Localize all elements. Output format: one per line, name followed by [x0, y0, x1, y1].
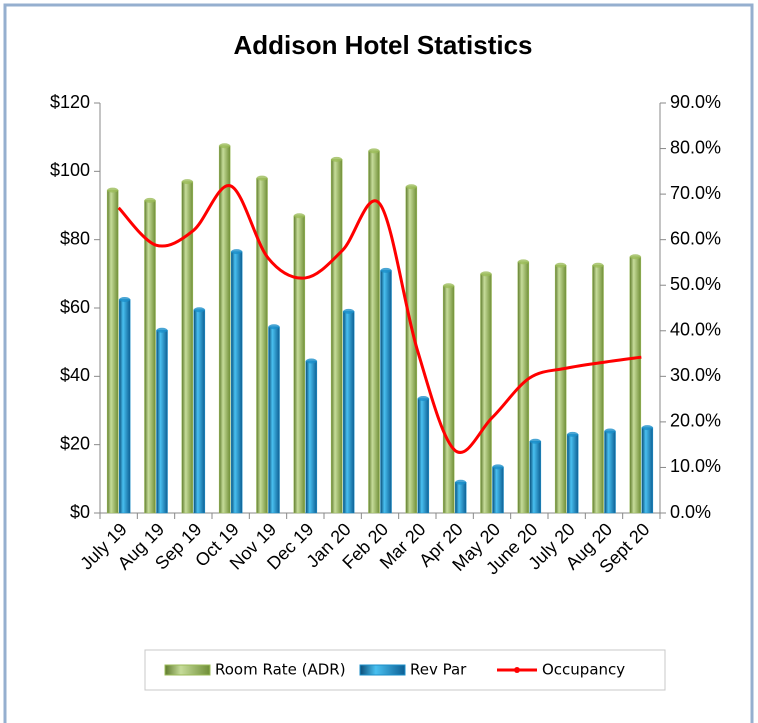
bar [629, 256, 642, 514]
bar-cap [455, 479, 467, 485]
y-tick-label: $60 [60, 297, 90, 317]
bar [405, 186, 418, 514]
y-tick-label: $120 [50, 92, 90, 112]
bar-cap [529, 438, 541, 444]
bar [144, 200, 156, 514]
bar-cap [492, 464, 504, 470]
y2-tick-label: 90.0% [670, 92, 721, 112]
bar-cap [343, 308, 355, 314]
bar-cap [592, 262, 604, 268]
bar [330, 159, 343, 514]
bar [156, 329, 168, 514]
bar [230, 251, 243, 514]
bar [417, 398, 430, 514]
bar-cap [331, 156, 343, 162]
bar-cap [629, 254, 641, 260]
legend-swatch [164, 664, 211, 676]
bar [480, 273, 492, 514]
bar [293, 215, 306, 514]
bar [529, 441, 542, 514]
bar-cap [368, 148, 380, 154]
legend-marker [514, 667, 520, 673]
bar-cap [293, 213, 305, 219]
bar-cap [443, 283, 455, 289]
y-tick-label: $0 [70, 502, 90, 522]
bar-cap [604, 428, 616, 434]
bar-cap [231, 249, 243, 255]
bar-cap [107, 187, 119, 193]
bar [106, 189, 119, 514]
bar-cap [567, 431, 579, 437]
bar [604, 430, 616, 514]
bar [268, 326, 280, 514]
legend-label: Room Rate (ADR) [215, 661, 346, 679]
bar [641, 427, 654, 514]
bar-cap [380, 267, 392, 273]
bar [380, 270, 392, 514]
bar [368, 150, 380, 514]
bar-cap [156, 327, 168, 333]
y2-tick-label: 50.0% [670, 274, 721, 294]
bar [592, 265, 604, 514]
bar-cap [144, 197, 156, 203]
bar-cap [405, 184, 417, 190]
bar [193, 309, 206, 514]
bar [566, 434, 579, 514]
bar-cap [268, 324, 280, 330]
bar-cap [517, 259, 529, 265]
bar-cap [641, 425, 653, 431]
bar [118, 299, 131, 514]
y2-tick-label: 0.0% [670, 502, 711, 522]
y-tick-label: $20 [60, 433, 90, 453]
y2-tick-label: 30.0% [670, 365, 721, 385]
y2-tick-label: 20.0% [670, 411, 721, 431]
legend-swatch [359, 664, 406, 676]
bar [218, 145, 231, 514]
bar [342, 311, 355, 514]
bar-cap [119, 296, 131, 302]
bar-cap [219, 143, 231, 149]
bar [305, 360, 318, 514]
bar [554, 265, 567, 514]
bar [442, 285, 455, 514]
y-tick-label: $100 [50, 160, 90, 180]
bar-cap [555, 262, 567, 268]
y2-tick-label: 40.0% [670, 320, 721, 340]
line [117, 184, 642, 454]
bar-cap [305, 358, 317, 364]
bar [454, 482, 467, 514]
y-tick-label: $80 [60, 228, 90, 248]
legend-label: Rev Par [410, 661, 467, 679]
bar [492, 466, 504, 514]
y2-tick-label: 60.0% [670, 228, 721, 248]
y2-tick-label: 80.0% [670, 137, 721, 157]
y-tick-label: $40 [60, 365, 90, 385]
chart-border [3, 3, 754, 723]
legend-label: Occupancy [542, 661, 625, 679]
bar-cap [480, 271, 492, 277]
bar-cap [417, 396, 429, 402]
chart-title: Addison Hotel Statistics [233, 30, 532, 60]
bar [256, 177, 268, 514]
bar-cap [181, 179, 193, 185]
y2-tick-label: 70.0% [670, 183, 721, 203]
bar-cap [256, 175, 268, 181]
bar-cap [193, 307, 205, 313]
y2-tick-label: 10.0% [670, 456, 721, 476]
